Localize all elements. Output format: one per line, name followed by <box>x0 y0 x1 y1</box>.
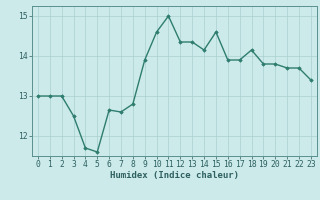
X-axis label: Humidex (Indice chaleur): Humidex (Indice chaleur) <box>110 171 239 180</box>
